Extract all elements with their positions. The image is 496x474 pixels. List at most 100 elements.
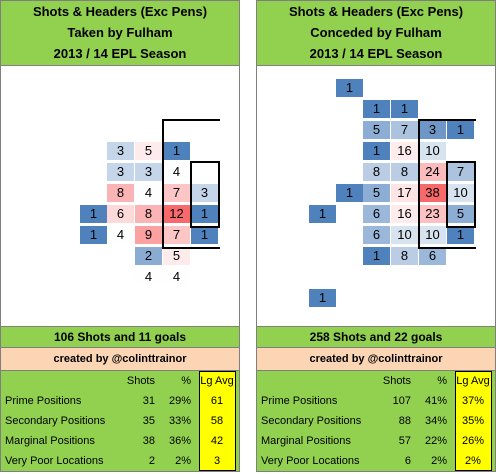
heatmap-cell: 1 (309, 289, 336, 307)
box-outline (218, 161, 220, 228)
row-shots: 57 (398, 435, 411, 447)
row-lg-avg: 2% (465, 455, 481, 467)
header-shots: Shots (382, 375, 411, 387)
heatmap-cell: 7 (391, 121, 418, 139)
heatmap-cell: 4 (163, 163, 190, 181)
heatmap-cell: 1 (363, 100, 390, 118)
heatmap-cell: 3 (419, 121, 446, 139)
table-row: Prime Positions 31 29% 61 (1, 391, 239, 411)
row-pct: 33% (168, 415, 191, 427)
league-average-column (199, 371, 236, 471)
heatmap-cell: 7 (163, 184, 190, 202)
heatmap-cell: 4 (163, 268, 190, 286)
chart-subtitle: Taken by Fulham (67, 25, 173, 40)
league-average-column (455, 371, 492, 471)
box-outline (418, 119, 420, 249)
table-row: Very Poor Locations 6 2% 2% (257, 451, 495, 471)
heatmap-cell: 1 (447, 226, 474, 244)
row-label: Marginal Positions (261, 435, 351, 447)
row-shots: 2 (148, 455, 155, 467)
row-shots: 38 (142, 435, 155, 447)
heatmap-cell: 1 (80, 205, 107, 223)
row-label: Marginal Positions (5, 435, 95, 447)
box-outline (446, 161, 448, 228)
box-outline (474, 161, 476, 228)
row-label: Secondary Positions (5, 415, 106, 427)
row-label: Very Poor Locations (5, 455, 104, 467)
heatmap-cell: 5 (135, 142, 162, 160)
heatmap-cell: 5 (363, 184, 390, 202)
pitch-heatmap: 3 5 1 3 3 4 8 4 7 3 1 6 8 12 1 1 4 9 7 1 2 5 4 4 (1, 66, 239, 326)
table-row: Secondary Positions 88 34% 35% (257, 411, 495, 431)
heatmap-cell: 17 (391, 184, 418, 202)
heatmap-cell: 3 (107, 142, 134, 160)
row-shots: 31 (142, 395, 155, 407)
table-row: Marginal Positions 57 22% 26% (257, 431, 495, 451)
heatmap-cell: 10 (419, 142, 446, 160)
heatmap-cell: 10 (419, 226, 446, 244)
row-lg-avg: 3 (213, 455, 221, 467)
heatmap-cell: 8 (391, 163, 418, 181)
heatmap-cell: 7 (447, 163, 474, 181)
heatmap-cell: 1 (309, 205, 336, 223)
heatmap-cell: 9 (135, 226, 162, 244)
shots-summary: 106 Shots and 11 goals (1, 326, 239, 348)
table-header-row: Shots % Lg Avg (1, 371, 239, 391)
chart-season: 2013 / 14 EPL Season (309, 46, 443, 61)
header-shots: Shots (126, 375, 155, 387)
credit-line: created by @colinttrainor (1, 348, 239, 371)
heatmap-cell: 7 (163, 226, 190, 244)
heatmap-cell: 6 (363, 226, 390, 244)
header-lg-avg: Lg Avg (456, 375, 490, 387)
row-lg-avg: 35% (461, 415, 485, 427)
box-outline (418, 119, 476, 121)
row-pct: 2% (175, 455, 191, 467)
chart-title: Shots & Headers (Exc Pens) (288, 4, 464, 19)
heatmap-cell: 5 (163, 247, 190, 265)
heatmap-cell: 1 (336, 184, 363, 202)
box-outline (162, 247, 220, 249)
heatmap-cell: 10 (447, 184, 474, 202)
chart-subtitle: Conceded by Fulham (310, 25, 442, 40)
heatmap-cell: 6 (419, 247, 446, 265)
chart-header: Shots & Headers (Exc Pens) Taken by Fulh… (1, 1, 239, 66)
row-label: Secondary Positions (261, 415, 362, 427)
heatmap-cell: 16 (391, 205, 418, 223)
heatmap-cell: 5 (447, 205, 474, 223)
box-outline (446, 226, 475, 228)
box-outline (190, 226, 219, 228)
heatmap-cell: 1 (336, 79, 363, 97)
heatmap-cell: 3 (135, 163, 162, 181)
row-label: Prime Positions (5, 395, 82, 407)
row-lg-avg: 26% (461, 435, 485, 447)
panel-conceded: Shots & Headers (Exc Pens) Conceded by F… (256, 0, 496, 472)
table-row: Prime Positions 107 41% 37% (257, 391, 495, 411)
heatmap-cell: 1 (363, 247, 390, 265)
heatmap-cell: 12 (163, 205, 190, 223)
table-row: Marginal Positions 38 36% 42 (1, 431, 239, 451)
pitch-heatmap: 1 1 1 5 7 3 1 1 16 10 8 8 24 7 1 5 17 38 10 1 6 16 23 5 6 10 10 1 1 8… (257, 66, 495, 326)
heatmap-cell: 1 (447, 121, 474, 139)
chart-title: Shots & Headers (Exc Pens) (32, 4, 208, 19)
row-pct: 36% (168, 435, 191, 447)
table-row: Very Poor Locations 2 2% 3 (1, 451, 239, 471)
heatmap-cell: 23 (419, 205, 446, 223)
row-pct: 29% (168, 395, 191, 407)
heatmap-cell: 8 (363, 163, 390, 181)
box-outline (190, 161, 192, 228)
table-header-row: Shots % Lg Avg (257, 371, 495, 391)
heatmap-cell: 3 (191, 184, 218, 202)
row-label: Very Poor Locations (261, 455, 360, 467)
row-shots: 35 (142, 415, 155, 427)
row-lg-avg: 42 (210, 435, 224, 447)
heatmap-cell: 5 (363, 121, 390, 139)
chart-header: Shots & Headers (Exc Pens) Conceded by F… (257, 1, 495, 66)
heatmap-cell: 38 (419, 184, 446, 202)
position-table: Shots % Lg Avg Prime Positions 107 41% 3… (257, 371, 495, 471)
box-outline (418, 247, 476, 249)
row-lg-avg: 58 (210, 415, 224, 427)
row-lg-avg: 61 (210, 395, 224, 407)
heatmap-cell: 1 (191, 226, 218, 244)
row-pct: 41% (424, 395, 447, 407)
heatmap-cell: 6 (363, 205, 390, 223)
